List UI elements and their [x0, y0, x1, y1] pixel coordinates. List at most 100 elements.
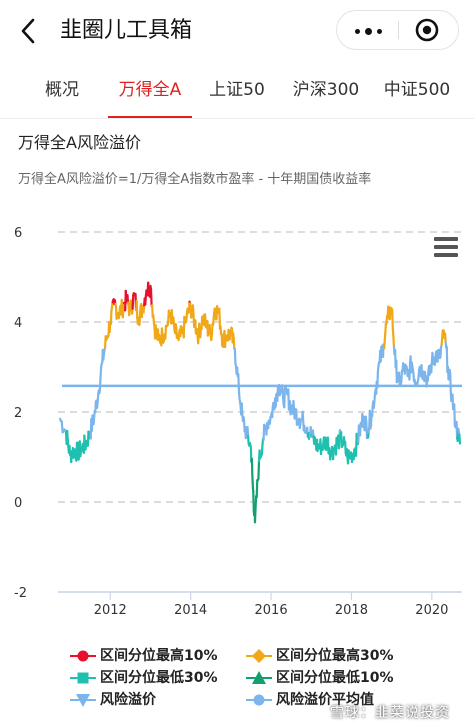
- risk-premium-segment: [246, 435, 250, 445]
- mini-program-capsule: [336, 10, 459, 50]
- tab-csi300[interactable]: 沪深300: [292, 80, 360, 100]
- risk-premium-segment: [371, 404, 374, 418]
- risk-premium-segment: [129, 299, 133, 313]
- risk-premium-segment: [325, 441, 328, 452]
- x-tick-label: 2014: [174, 603, 207, 618]
- watermark: 雪球：韭菜说投资: [330, 705, 450, 721]
- risk-premium-segment: [440, 336, 444, 347]
- risk-premium-segment: [283, 388, 286, 409]
- risk-premium-segment: [340, 431, 343, 449]
- hamburger-menu-icon[interactable]: [434, 235, 460, 259]
- risk-premium-segment: [208, 323, 212, 334]
- risk-premium-segment: [237, 373, 240, 391]
- x-tick-label: 2020: [415, 603, 448, 618]
- risk-premium-segment: [203, 313, 207, 324]
- risk-premium-segment: [309, 426, 313, 436]
- circle-marker-icon: [246, 690, 272, 710]
- capsule-divider: [398, 21, 399, 39]
- risk-premium-segment: [232, 337, 236, 350]
- risk-premium-segment: [76, 441, 80, 454]
- triangle-down-marker-icon: [70, 690, 96, 710]
- series-lines: [58, 281, 462, 524]
- risk-premium-segment: [376, 364, 380, 374]
- risk-premium-segment: [66, 429, 69, 442]
- risk-premium-segment: [164, 324, 168, 340]
- index-tabs: 概况 万得全A 上证50 沪深300 中证500: [0, 62, 474, 119]
- y-tick-label: 2: [14, 406, 22, 421]
- risk-premium-segment: [391, 327, 395, 337]
- y-tick-label: -2: [14, 586, 27, 601]
- risk-premium-segment: [257, 460, 261, 480]
- target-close-icon[interactable]: [399, 11, 459, 49]
- risk-premium-segment: [109, 310, 113, 326]
- chart-grid: [58, 231, 462, 593]
- chart-section-title: 万得全A风险溢价: [18, 133, 141, 152]
- risk-premium-segment: [281, 387, 285, 400]
- risk-premium-segment: [447, 371, 451, 381]
- risk-premium-segment: [443, 332, 447, 343]
- risk-premium-segment: [383, 339, 386, 350]
- risk-premium-chart: 6 4 2 0 -2 2012 2014 2016 2018 2020: [14, 226, 462, 618]
- risk-premium-segment: [121, 307, 125, 319]
- risk-premium-segment: [391, 309, 394, 330]
- risk-premium-segment: [218, 307, 222, 330]
- risk-premium-segment: [292, 399, 296, 410]
- risk-premium-segment: [376, 371, 379, 389]
- risk-premium-segment: [172, 316, 176, 326]
- risk-premium-segment: [441, 329, 444, 339]
- tab-wind-all-a[interactable]: 万得全A: [108, 62, 192, 118]
- risk-premium-segment: [170, 308, 174, 319]
- risk-premium-segment: [337, 437, 341, 450]
- risk-premium-segment: [211, 317, 215, 327]
- y-axis-labels: 6 4 2 0 -2: [14, 226, 27, 601]
- diamond-marker-icon: [246, 646, 272, 666]
- risk-premium-segment: [392, 334, 396, 349]
- risk-premium-segment: [160, 327, 164, 337]
- risk-premium-segment: [271, 405, 274, 419]
- risk-premium-segment: [331, 447, 335, 461]
- risk-premium-segment: [120, 298, 124, 310]
- risk-premium-segment: [373, 392, 377, 403]
- risk-premium-segment: [430, 361, 433, 374]
- risk-premium-segment: [138, 311, 142, 326]
- x-tick-label: 2018: [335, 603, 368, 618]
- top-bar: 韭圈儿工具箱: [0, 0, 474, 62]
- risk-premium-segment: [237, 388, 241, 400]
- risk-premium-segment: [233, 347, 237, 365]
- risk-premium-segment: [434, 352, 437, 364]
- risk-premium-segment: [384, 322, 388, 334]
- risk-premium-segment: [72, 449, 76, 459]
- risk-premium-segment: [268, 415, 272, 425]
- risk-premium-segment: [197, 334, 200, 345]
- y-tick-label: 6: [14, 226, 22, 241]
- risk-premium-segment: [383, 331, 387, 342]
- risk-premium-segment: [135, 300, 139, 319]
- risk-premium-segment: [92, 415, 96, 426]
- x-tick-label: 2012: [94, 603, 127, 618]
- tab-overview[interactable]: 概况: [45, 80, 79, 100]
- risk-premium-segment: [142, 304, 146, 314]
- triangle-marker-icon: [246, 668, 272, 688]
- tab-sse50[interactable]: 上证50: [209, 80, 265, 100]
- square-marker-icon: [70, 668, 96, 688]
- y-tick-label: 4: [14, 316, 22, 331]
- risk-premium-segment: [240, 402, 244, 416]
- back-chevron-icon[interactable]: [14, 14, 44, 48]
- tab-csi500[interactable]: 中证500: [383, 80, 451, 100]
- risk-premium-segment: [400, 369, 404, 382]
- risk-premium-segment: [66, 438, 70, 449]
- more-dots-icon[interactable]: [337, 11, 398, 49]
- x-axis: 2012 2014 2016 2018 2020: [58, 591, 462, 618]
- risk-premium-segment: [99, 366, 103, 379]
- risk-premium-segment: [246, 425, 250, 438]
- risk-premium-segment: [301, 410, 305, 423]
- risk-premium-segment: [185, 309, 189, 319]
- page-title: 韭圈儿工具箱: [60, 18, 193, 43]
- x-tick-label: 2016: [255, 603, 288, 618]
- risk-premium-segment: [254, 495, 258, 510]
- risk-premium-segment: [131, 294, 135, 310]
- risk-premium-segment: [152, 314, 156, 324]
- risk-premium-segment: [358, 422, 362, 437]
- risk-premium-segment: [458, 433, 462, 445]
- y-tick-label: 0: [14, 496, 22, 511]
